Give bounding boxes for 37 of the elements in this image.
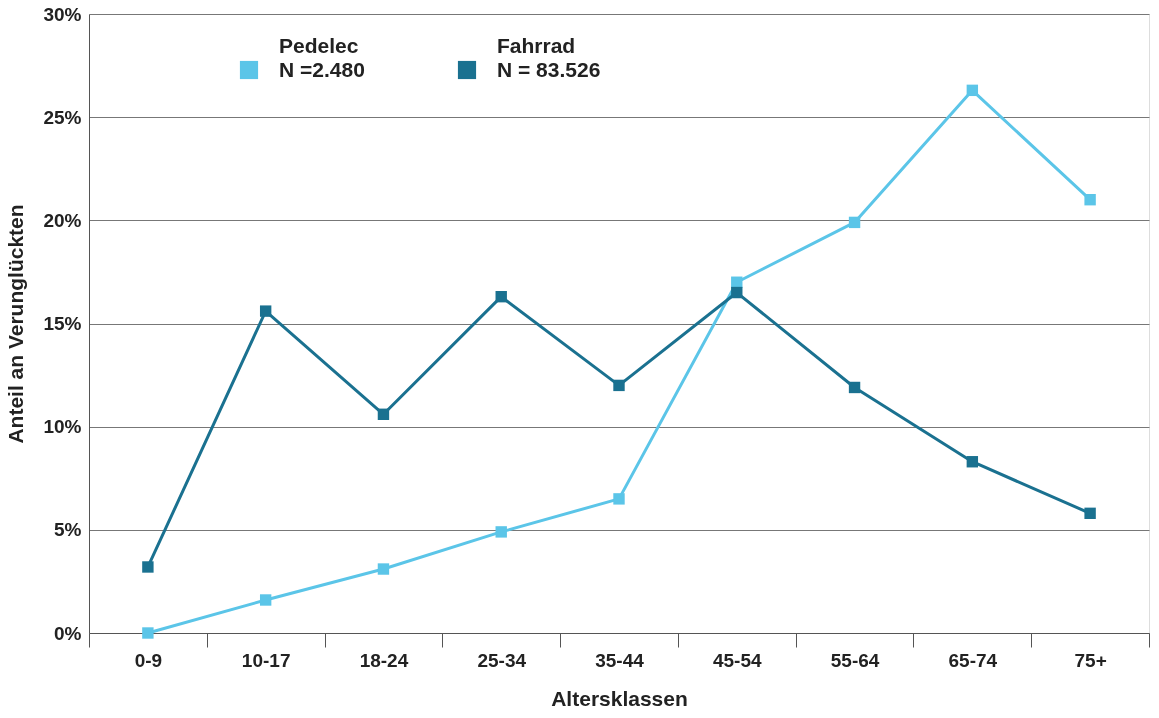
- x-tick-label: 0-9: [134, 649, 163, 671]
- x-axis-title: Altersklassen: [551, 686, 688, 710]
- x-tick-label: 45-54: [712, 649, 762, 671]
- legend-label: Pedelec N =2.480: [279, 34, 365, 81]
- x-tick-label: 55-64: [830, 649, 880, 671]
- x-tick-label: 75+: [1074, 649, 1107, 671]
- y-tick-label: 0%: [54, 622, 82, 644]
- y-tick-label: 25%: [43, 106, 82, 128]
- point: [848, 381, 861, 394]
- y-tick-label: 15%: [43, 313, 82, 334]
- y-tick-label: 5%: [54, 519, 82, 541]
- point: [377, 563, 390, 575]
- y-axis-title: Anteil an Verunglückten: [4, 204, 28, 444]
- point: [142, 627, 154, 639]
- y-tick-label: 20%: [43, 209, 82, 231]
- point: [142, 561, 154, 573]
- point: [495, 290, 507, 303]
- point: [1084, 507, 1096, 520]
- x-tick-label: 35-44: [595, 649, 645, 671]
- x-tick-label: 18-24: [359, 649, 409, 671]
- x-tick-label: 10-17: [241, 649, 291, 671]
- point: [259, 594, 272, 606]
- point: [731, 286, 743, 299]
- point: [848, 216, 861, 229]
- point: [1084, 194, 1096, 206]
- point: [966, 456, 979, 468]
- point: [613, 379, 625, 392]
- point: [495, 526, 507, 538]
- x-tick-label: 25-34: [477, 649, 527, 671]
- point: [966, 84, 979, 97]
- point: [377, 408, 390, 420]
- point: [613, 493, 625, 505]
- y-tick-label: 30%: [43, 3, 82, 25]
- x-tick-label: 65-74: [948, 649, 998, 671]
- legend-label: Fahrrad N = 83.526: [497, 34, 601, 81]
- y-tick-label: 10%: [43, 416, 82, 438]
- point: [259, 305, 272, 317]
